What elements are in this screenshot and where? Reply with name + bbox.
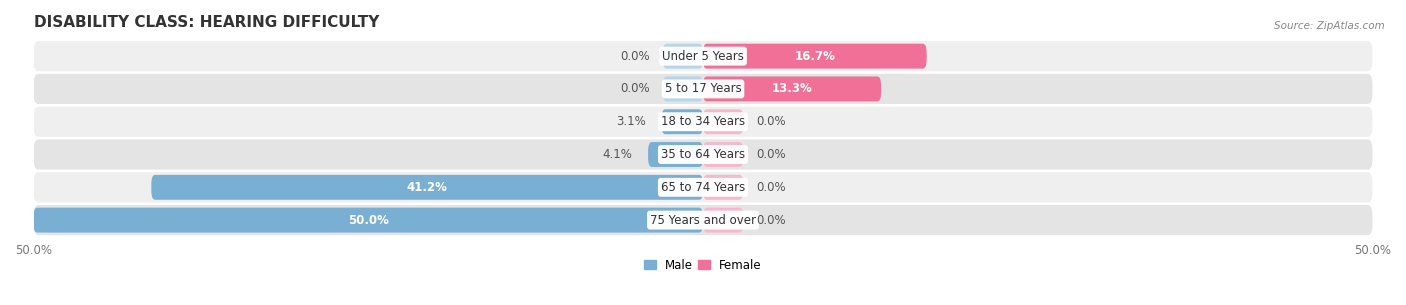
FancyBboxPatch shape: [703, 44, 927, 69]
FancyBboxPatch shape: [34, 74, 1372, 104]
Text: 5 to 17 Years: 5 to 17 Years: [665, 82, 741, 95]
FancyBboxPatch shape: [662, 44, 703, 69]
FancyBboxPatch shape: [648, 142, 703, 167]
Text: 4.1%: 4.1%: [602, 148, 633, 161]
Text: 0.0%: 0.0%: [620, 82, 650, 95]
FancyBboxPatch shape: [703, 208, 744, 232]
Text: 0.0%: 0.0%: [756, 115, 786, 128]
Text: 0.0%: 0.0%: [756, 214, 786, 227]
FancyBboxPatch shape: [703, 175, 744, 200]
Legend: Male, Female: Male, Female: [640, 254, 766, 276]
FancyBboxPatch shape: [703, 77, 882, 101]
Text: 35 to 64 Years: 35 to 64 Years: [661, 148, 745, 161]
Text: 41.2%: 41.2%: [406, 181, 447, 194]
FancyBboxPatch shape: [152, 175, 703, 200]
Text: 18 to 34 Years: 18 to 34 Years: [661, 115, 745, 128]
FancyBboxPatch shape: [34, 208, 703, 232]
Text: 3.1%: 3.1%: [616, 115, 645, 128]
Text: 0.0%: 0.0%: [620, 50, 650, 63]
Text: DISABILITY CLASS: HEARING DIFFICULTY: DISABILITY CLASS: HEARING DIFFICULTY: [34, 15, 378, 30]
FancyBboxPatch shape: [34, 172, 1372, 203]
FancyBboxPatch shape: [34, 41, 1372, 71]
Text: 50.0%: 50.0%: [347, 214, 388, 227]
Text: 0.0%: 0.0%: [756, 148, 786, 161]
Text: 13.3%: 13.3%: [772, 82, 813, 95]
Text: 0.0%: 0.0%: [756, 181, 786, 194]
FancyBboxPatch shape: [34, 139, 1372, 170]
Text: Source: ZipAtlas.com: Source: ZipAtlas.com: [1274, 21, 1385, 31]
Text: 65 to 74 Years: 65 to 74 Years: [661, 181, 745, 194]
FancyBboxPatch shape: [703, 142, 744, 167]
FancyBboxPatch shape: [34, 205, 1372, 235]
Text: 75 Years and over: 75 Years and over: [650, 214, 756, 227]
FancyBboxPatch shape: [661, 109, 703, 134]
FancyBboxPatch shape: [34, 107, 1372, 137]
Text: Under 5 Years: Under 5 Years: [662, 50, 744, 63]
FancyBboxPatch shape: [662, 77, 703, 101]
Text: 16.7%: 16.7%: [794, 50, 835, 63]
FancyBboxPatch shape: [703, 109, 744, 134]
